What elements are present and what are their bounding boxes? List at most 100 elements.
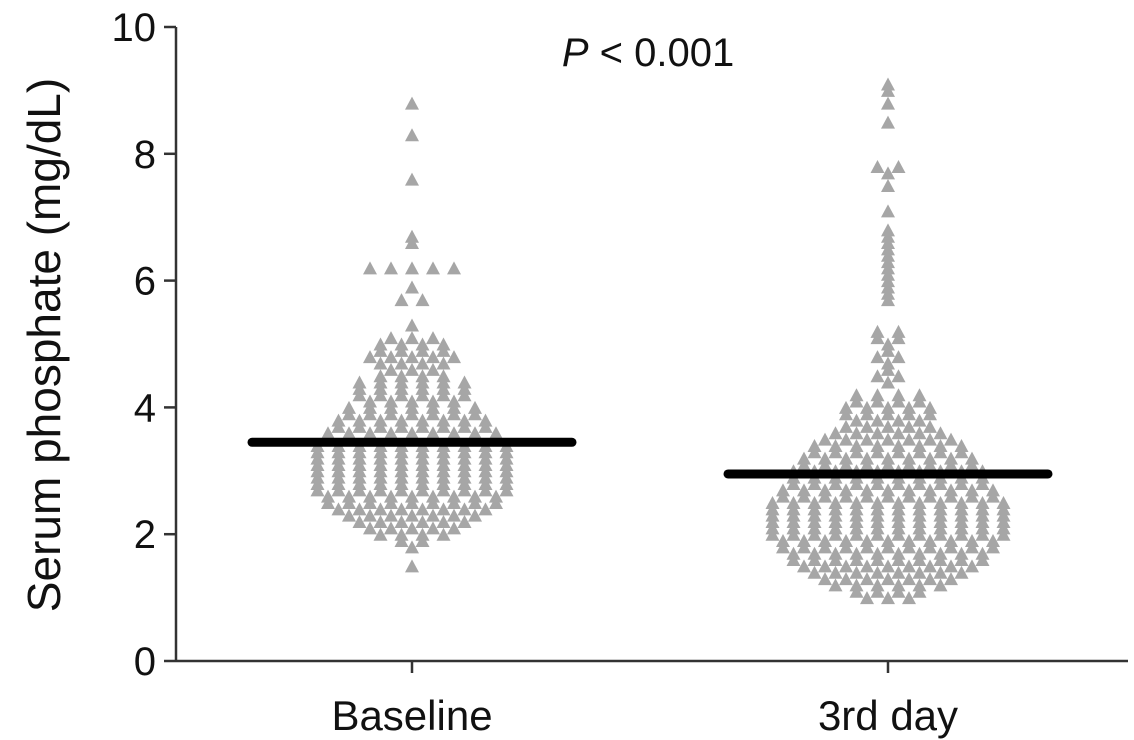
data-point	[405, 540, 419, 554]
data-point	[363, 261, 377, 275]
data-point	[944, 432, 958, 446]
data-point	[415, 388, 430, 402]
data-point	[828, 476, 843, 490]
data-point	[499, 483, 514, 497]
data-point	[965, 489, 979, 503]
data-point	[891, 331, 906, 345]
data-point	[352, 502, 367, 516]
data-point	[933, 578, 948, 592]
data-point	[849, 553, 864, 567]
data-point	[923, 559, 937, 573]
data-point	[902, 540, 916, 554]
data-point	[912, 527, 927, 541]
data-point	[331, 483, 346, 497]
data-point	[436, 388, 451, 402]
data-point	[881, 83, 895, 97]
data-point	[975, 476, 990, 490]
data-point	[373, 502, 388, 516]
data-point	[828, 578, 843, 592]
data-point	[923, 457, 937, 471]
data-point	[447, 508, 461, 522]
data-point	[807, 445, 822, 459]
data-point	[891, 426, 906, 440]
data-point	[902, 591, 916, 605]
data-point	[426, 496, 440, 509]
data-point	[786, 553, 801, 567]
data-point	[849, 445, 864, 459]
data-point	[870, 413, 885, 427]
data-point	[954, 445, 969, 459]
data-point	[478, 483, 493, 497]
data-point	[828, 527, 843, 541]
data-point	[923, 572, 937, 586]
data-point	[881, 204, 895, 218]
data-point	[373, 356, 388, 370]
data-point	[828, 445, 843, 459]
data-point	[870, 331, 885, 345]
median-lines	[247, 437, 1053, 479]
data-point	[891, 527, 906, 541]
data-point	[447, 350, 461, 364]
data-point	[881, 432, 895, 446]
data-point	[944, 572, 958, 586]
data-point	[891, 394, 906, 408]
data-point	[870, 553, 885, 567]
p-value-annotation: P < 0.001	[562, 31, 734, 75]
data-point	[405, 559, 419, 573]
data-point	[331, 502, 346, 516]
data-point	[405, 350, 419, 364]
axes	[174, 27, 1128, 663]
data-point	[363, 350, 377, 364]
data-point	[881, 407, 895, 421]
data-point	[912, 413, 927, 427]
data-point	[447, 407, 461, 421]
data-point	[944, 559, 958, 573]
data-point	[468, 407, 482, 421]
data-point	[415, 515, 430, 529]
data-point	[457, 388, 472, 402]
data-point	[342, 508, 356, 522]
data-point	[965, 559, 979, 573]
data-point	[797, 457, 811, 471]
data-point	[933, 426, 948, 440]
data-point	[405, 318, 419, 332]
data-point	[860, 489, 874, 503]
data-point	[786, 527, 801, 541]
data-point	[954, 527, 969, 541]
data-point	[881, 166, 895, 180]
data-point	[394, 293, 409, 307]
data-point	[996, 527, 1011, 541]
data-point	[891, 445, 906, 459]
data-point	[933, 553, 948, 567]
data-point	[405, 172, 419, 186]
data-point	[457, 419, 472, 433]
data-point	[849, 527, 864, 541]
data-point	[912, 394, 927, 408]
data-point	[436, 515, 451, 529]
data-point	[912, 476, 927, 490]
data-point	[902, 407, 916, 421]
y-tick-label: 6	[134, 260, 156, 304]
data-point	[363, 407, 377, 421]
data-point	[870, 369, 885, 383]
data-point	[860, 407, 874, 421]
data-point	[881, 293, 895, 307]
data-point	[818, 540, 832, 554]
data-point	[891, 350, 906, 364]
data-point	[881, 559, 895, 573]
data-point	[923, 419, 937, 433]
data-point	[902, 572, 916, 586]
data-point	[447, 521, 461, 535]
data-point	[776, 540, 790, 554]
data-point	[881, 115, 895, 129]
data-point	[839, 559, 853, 573]
data-point	[870, 394, 885, 408]
data-point	[891, 159, 906, 173]
data-point	[384, 496, 398, 509]
data-point	[881, 362, 895, 376]
data-point	[384, 261, 398, 275]
data-point	[394, 515, 409, 529]
data-point	[426, 331, 440, 345]
data-point	[405, 331, 419, 345]
data-point	[828, 565, 843, 579]
